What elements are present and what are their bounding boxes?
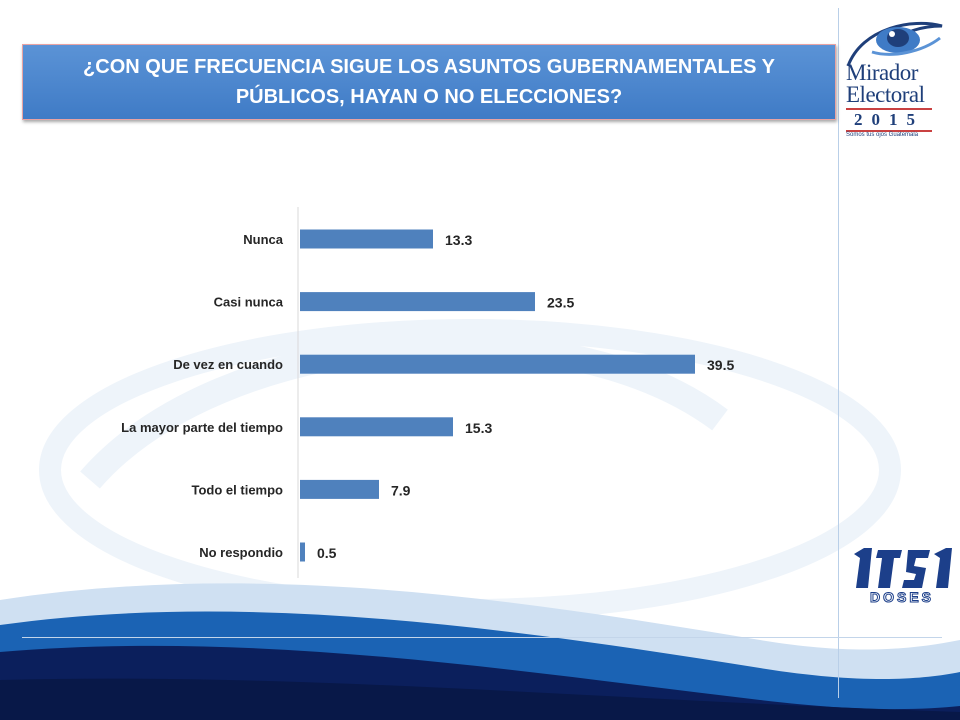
category-label: Casi nunca bbox=[214, 295, 284, 310]
bar bbox=[300, 417, 453, 437]
category-label: Todo el tiempo bbox=[192, 482, 284, 497]
value-label: 39.5 bbox=[707, 357, 734, 373]
bar bbox=[300, 229, 433, 249]
bar bbox=[300, 354, 695, 374]
doses-logo: DOSES bbox=[850, 546, 954, 606]
mirador-logo-year: 2015 bbox=[846, 108, 932, 132]
question-title-line2: PÚBLICOS, HAYAN O NO ELECCIONES? bbox=[235, 86, 623, 108]
background-swirl-curve bbox=[80, 333, 728, 489]
value-label: 0.5 bbox=[317, 545, 337, 561]
mirador-logo-word1: Mirador bbox=[846, 60, 918, 85]
bar bbox=[300, 292, 535, 312]
doses-mark-icon bbox=[854, 548, 952, 588]
bar bbox=[300, 479, 379, 499]
value-label: 13.3 bbox=[445, 232, 472, 248]
eye-icon bbox=[846, 22, 943, 67]
category-label: No respondio bbox=[199, 545, 283, 560]
mirador-logo-word2: Electoral bbox=[846, 82, 925, 107]
mirador-logo-tagline: Somos tus ojos Guatemala bbox=[846, 132, 919, 138]
category-label: La mayor parte del tiempo bbox=[121, 420, 283, 435]
doses-logo-word: DOSES bbox=[869, 589, 934, 605]
bar bbox=[300, 542, 305, 562]
category-label: Nunca bbox=[243, 232, 284, 247]
wave-dark-base bbox=[0, 678, 960, 720]
mirador-electoral-logo: Mirador Electoral 2015 Somos tus ojos Gu… bbox=[842, 18, 950, 142]
value-label: 7.9 bbox=[391, 482, 411, 498]
value-label: 23.5 bbox=[547, 295, 574, 311]
value-label: 15.3 bbox=[465, 420, 492, 436]
vertical-divider bbox=[838, 8, 839, 698]
category-label: De vez en cuando bbox=[173, 357, 283, 372]
question-title-box: ¿CON QUE FRECUENCIA SIGUE LOS ASUNTOS GU… bbox=[22, 44, 836, 120]
horizontal-divider bbox=[22, 637, 942, 638]
question-title-line1: ¿CON QUE FRECUENCIA SIGUE LOS ASUNTOS GU… bbox=[83, 56, 775, 78]
